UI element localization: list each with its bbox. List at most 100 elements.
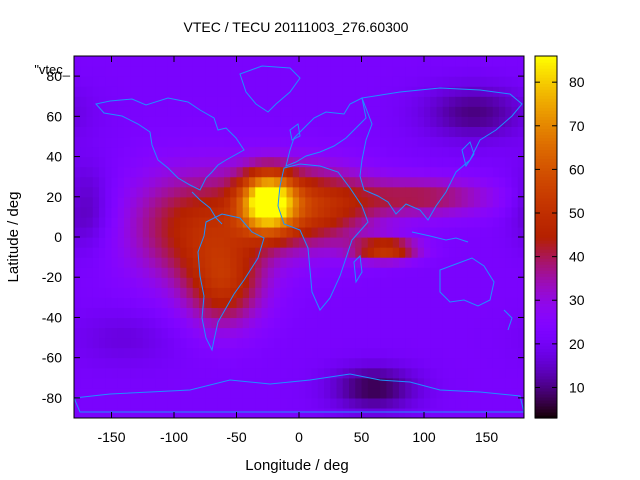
heatmap-cell (517, 106, 524, 117)
heatmap-cell (155, 377, 163, 389)
heatmap-cell (242, 206, 250, 218)
colorbar-strip (535, 387, 557, 392)
heatmap-cell (461, 96, 469, 107)
heatmap-cell (461, 297, 469, 308)
heatmap-cell (355, 76, 363, 87)
heatmap-cell (455, 86, 463, 97)
heatmap-cell (242, 377, 250, 389)
heatmap-cell (442, 297, 450, 308)
heatmap-cell (474, 66, 481, 77)
colorbar-strip (535, 297, 557, 301)
colorbar-strip (535, 357, 557, 362)
heatmap-cell (99, 226, 106, 238)
heatmap-cell (374, 186, 381, 198)
heatmap-cell (186, 247, 194, 258)
heatmap-cell (342, 216, 350, 228)
heatmap-cell (111, 136, 119, 148)
heatmap-cell (299, 357, 306, 369)
heatmap-cell (92, 237, 100, 248)
heatmap-cell (211, 86, 219, 97)
heatmap-cell (492, 307, 500, 319)
heatmap-cell (349, 156, 356, 168)
heatmap-cell (499, 106, 506, 117)
heatmap-cell (174, 216, 181, 228)
heatmap-cell (199, 116, 206, 127)
heatmap-cell (336, 247, 344, 258)
heatmap-cell (424, 216, 431, 228)
heatmap-cell (186, 237, 194, 248)
colorbar-strip (535, 360, 557, 365)
heatmap-cell (299, 347, 306, 359)
heatmap-cell (155, 287, 163, 298)
heatmap-cell (417, 186, 425, 198)
heatmap-cell (124, 377, 131, 389)
heatmap-cell (205, 176, 213, 188)
heatmap-cell (392, 327, 400, 339)
heatmap-cell (455, 287, 463, 298)
heatmap-cell (267, 377, 275, 389)
heatmap-cell (255, 327, 263, 339)
heatmap-cell (317, 237, 325, 248)
y-tick-label: -80 (42, 390, 62, 406)
heatmap-cell (167, 56, 175, 67)
heatmap-cell (411, 387, 419, 399)
heatmap-cell (374, 156, 381, 168)
heatmap-cell (92, 287, 100, 298)
heatmap-cell (161, 357, 169, 369)
heatmap-cell (417, 136, 425, 148)
heatmap-cell (274, 287, 281, 298)
heatmap-cell (149, 347, 156, 359)
heatmap-cell (336, 96, 344, 107)
heatmap-cell (467, 96, 475, 107)
heatmap-cell (74, 166, 81, 178)
heatmap-cell (424, 126, 431, 138)
heatmap-cell (392, 186, 400, 198)
heatmap-cell (192, 347, 200, 359)
heatmap-cell (80, 257, 88, 268)
heatmap-cell (224, 377, 231, 389)
heatmap-cell (492, 96, 500, 107)
heatmap-cell (480, 277, 488, 288)
x-tick-label: 150 (475, 429, 499, 445)
heatmap-cell (355, 206, 363, 218)
heatmap-cell (355, 357, 363, 369)
heatmap-cell (280, 166, 288, 178)
heatmap-cell (111, 287, 119, 298)
heatmap-cell (174, 277, 181, 288)
heatmap-cell (74, 156, 81, 168)
heatmap-cell (399, 96, 406, 107)
heatmap-cell (467, 106, 475, 117)
heatmap-cell (267, 66, 275, 77)
colorbar-strip (535, 399, 557, 404)
heatmap-cell (105, 337, 113, 349)
heatmap-cell (255, 257, 263, 268)
heatmap-cell (299, 196, 306, 208)
heatmap-cell (436, 156, 444, 168)
heatmap-cell (280, 186, 288, 198)
colorbar-tick-label: 40 (569, 249, 585, 265)
heatmap-cell (330, 347, 338, 359)
heatmap-cell (230, 196, 238, 208)
heatmap-cell (217, 76, 225, 87)
heatmap-cell (455, 66, 463, 77)
heatmap-cell (192, 156, 200, 168)
heatmap-cell (224, 106, 231, 117)
heatmap-cell (355, 307, 363, 319)
heatmap-cell (367, 66, 375, 77)
heatmap-cell (442, 86, 450, 97)
heatmap-cell (361, 407, 369, 418)
heatmap-cell (461, 277, 469, 288)
colorbar-tick-label: 80 (569, 74, 585, 90)
heatmap-cell (317, 226, 325, 238)
heatmap-cell (142, 126, 150, 138)
heatmap-cell (374, 237, 381, 248)
heatmap-cell (192, 337, 200, 349)
heatmap-cell (324, 176, 331, 188)
heatmap-cell (174, 357, 181, 369)
heatmap-cell (86, 86, 94, 97)
heatmap-cell (99, 146, 106, 158)
heatmap-cell (224, 146, 231, 158)
heatmap-cell (505, 327, 513, 339)
heatmap-cell (180, 307, 188, 319)
heatmap-cell (361, 317, 369, 329)
